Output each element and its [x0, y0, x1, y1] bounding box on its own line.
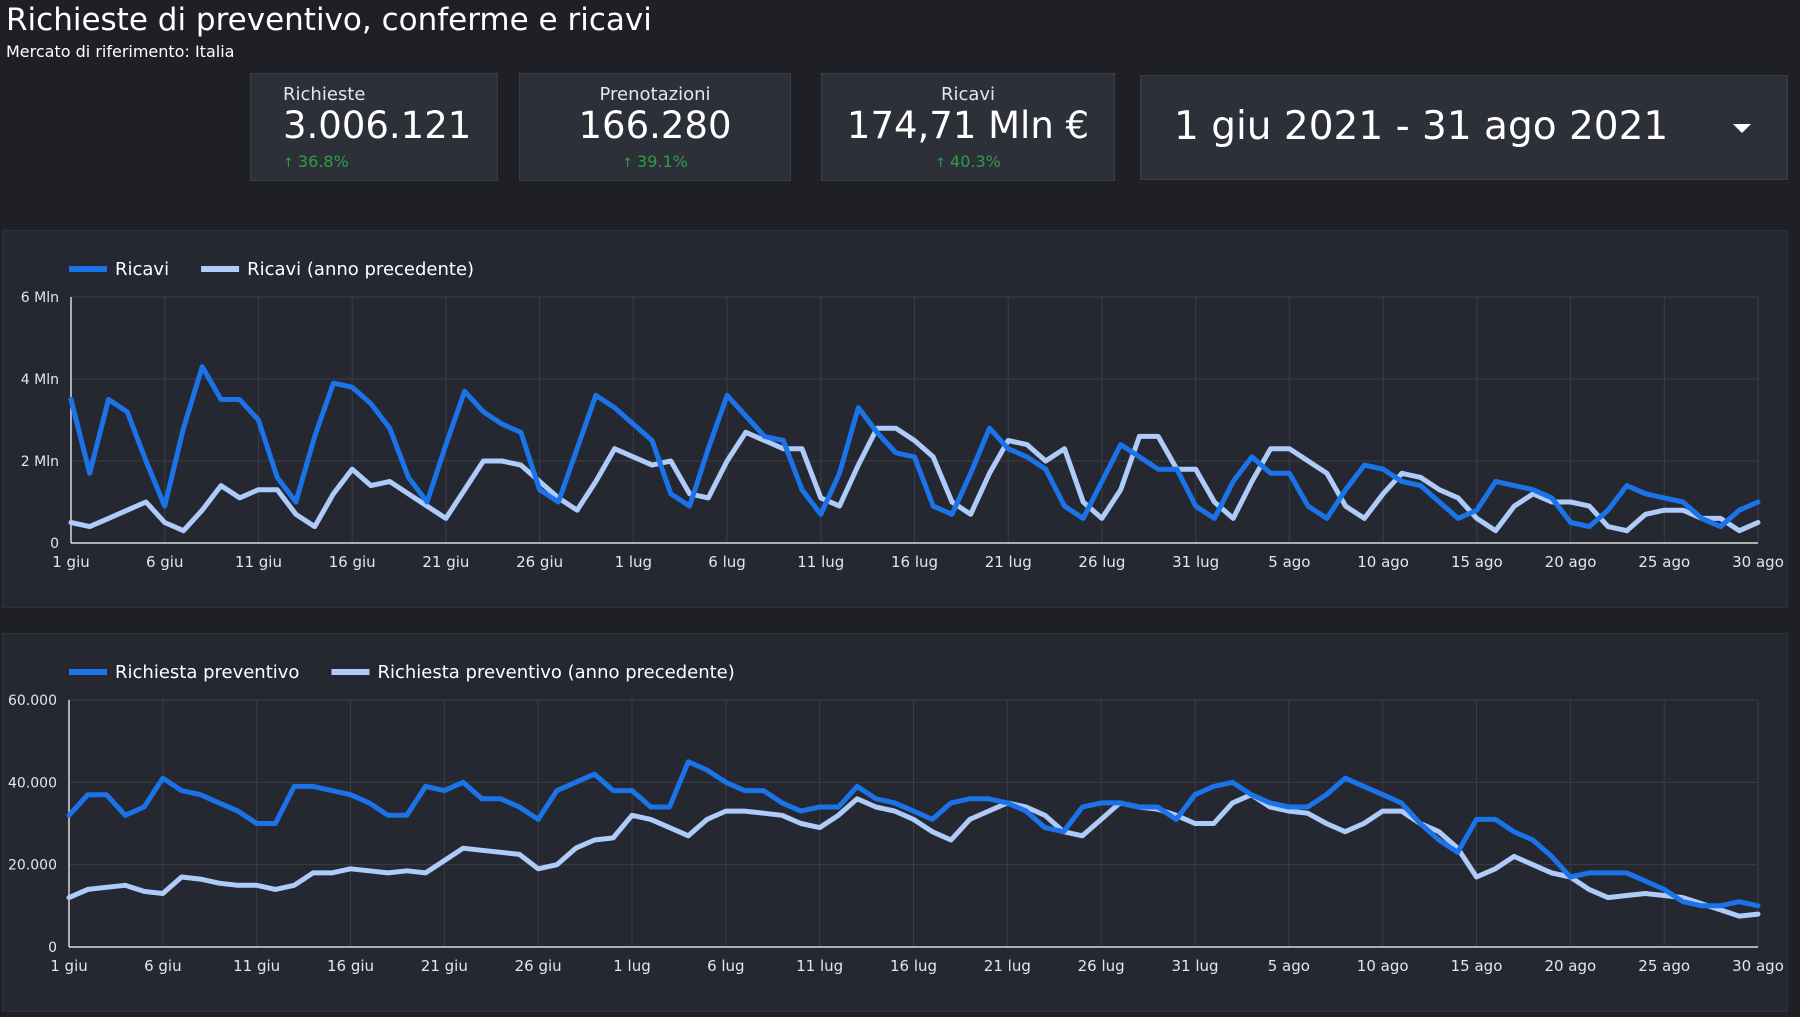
arrow-up-icon: ↑	[622, 156, 634, 171]
y-tick-label: 6 Mln	[21, 290, 59, 306]
x-tick-label: 1 giu	[52, 553, 90, 571]
x-tick-label: 20 ago	[1545, 553, 1597, 571]
kpi-delta-value: 40.3%	[950, 152, 1001, 171]
x-tick-label: 11 lug	[796, 957, 843, 975]
x-tick-label: 5 ago	[1268, 957, 1310, 975]
x-tick-label: 11 lug	[797, 553, 844, 571]
x-tick-label: 11 giu	[235, 553, 282, 571]
x-tick-label: 15 ago	[1451, 957, 1503, 975]
kpi-label: Prenotazioni	[599, 84, 711, 105]
chart-ricavi: 0 2 Mln 4 Mln 6 Mln 1 giu 6 giu 11 giu 16 giu 21…	[21, 259, 1784, 571]
legend-label[interactable]: Richiesta preventivo	[115, 662, 299, 683]
kpi-delta: ↑ 36.8%	[283, 152, 349, 171]
legend-label[interactable]: Ricavi	[115, 259, 169, 280]
series-line-current[interactable]	[66, 759, 1761, 909]
kpi-card-prenotazioni[interactable]: Prenotazioni 166.280 ↑ 39.1%	[519, 73, 791, 181]
x-tick-label: 25 ago	[1638, 553, 1690, 571]
x-tick-label: 21 lug	[984, 957, 1031, 975]
legend-label[interactable]: Ricavi (anno precedente)	[247, 259, 474, 280]
x-tick-label: 31 lug	[1172, 553, 1219, 571]
x-tick-label: 1 lug	[615, 553, 653, 571]
x-tick-label: 16 lug	[891, 553, 938, 571]
kpi-label: Richieste	[283, 84, 366, 105]
kpi-label: Ricavi	[940, 84, 996, 105]
x-tick-label: 6 lug	[707, 957, 745, 975]
x-tick-label: 20 ago	[1544, 957, 1596, 975]
y-tick-label: 60.000	[8, 693, 57, 709]
x-tick-label: 5 ago	[1268, 553, 1310, 571]
x-tick-label: 11 giu	[233, 957, 280, 975]
x-tick-label: 26 lug	[1078, 957, 1125, 975]
x-tick-label: 25 ago	[1638, 957, 1690, 975]
y-tick-label: 20.000	[8, 858, 57, 874]
kpi-value: 174,71 Mln €	[846, 104, 1090, 147]
x-tick-label: 6 giu	[144, 957, 182, 975]
series-line-current[interactable]	[68, 364, 1761, 530]
chart-richieste-preventivo: 0 20.000 40.000 60.000 1 giu 6 giu 11 giu 16 gi…	[8, 662, 1784, 975]
kpi-card-richieste[interactable]: Richieste 3.006.121 ↑ 36.8%	[250, 73, 498, 181]
series-line-previous[interactable]	[66, 792, 1761, 919]
x-tick-label: 21 giu	[422, 553, 469, 571]
kpi-delta-value: 39.1%	[637, 152, 688, 171]
page-title: Richieste di preventivo, conferme e rica…	[6, 2, 652, 38]
kpi-value: 166.280	[578, 104, 732, 147]
x-tick-label: 16 giu	[329, 553, 376, 571]
date-range-picker[interactable]: 1 giu 2021 - 31 ago 2021	[1140, 75, 1788, 180]
x-tick-label: 26 giu	[515, 957, 562, 975]
arrow-up-icon: ↑	[283, 156, 294, 171]
y-tick-label: 0	[50, 536, 59, 552]
x-tick-label: 31 lug	[1171, 957, 1218, 975]
date-range-label: 1 giu 2021 - 31 ago 2021	[1174, 104, 1669, 149]
y-tick-label: 40.000	[8, 775, 57, 791]
arrow-up-icon: ↑	[935, 156, 947, 171]
chart-panel-richieste: 0 20.000 40.000 60.000 1 giu 6 giu 11 giu 16 gi…	[2, 633, 1788, 1012]
chevron-down-icon[interactable]	[1733, 124, 1751, 133]
x-tick-label: 16 lug	[890, 957, 937, 975]
x-tick-label: 15 ago	[1451, 553, 1503, 571]
kpi-delta: ↑ 40.3%	[822, 152, 1114, 171]
chart-panel-ricavi: 0 2 Mln 4 Mln 6 Mln 1 giu 6 giu 11 giu 16 giu 21…	[2, 230, 1788, 608]
x-tick-label: 6 lug	[708, 553, 746, 571]
x-tick-label: 26 lug	[1078, 553, 1125, 571]
kpi-card-ricavi[interactable]: Ricavi 174,71 Mln € ↑ 40.3%	[821, 73, 1115, 181]
y-tick-label: 0	[48, 940, 57, 956]
y-tick-label: 4 Mln	[21, 372, 59, 388]
kpi-delta: ↑ 39.1%	[520, 152, 790, 171]
x-tick-label: 6 giu	[146, 553, 184, 571]
legend-label[interactable]: Richiesta preventivo (anno precedente)	[377, 662, 734, 683]
kpi-value: 3.006.121	[283, 104, 472, 147]
x-tick-label: 1 lug	[613, 957, 651, 975]
x-tick-label: 10 ago	[1357, 553, 1409, 571]
x-tick-label: 30 ago	[1732, 553, 1784, 571]
series-line-previous[interactable]	[68, 425, 1761, 534]
x-tick-label: 10 ago	[1357, 957, 1409, 975]
y-tick-label: 2 Mln	[21, 454, 59, 470]
kpi-delta-value: 36.8%	[297, 152, 349, 171]
x-tick-label: 30 ago	[1732, 957, 1784, 975]
x-tick-label: 26 giu	[516, 553, 563, 571]
x-tick-label: 1 giu	[50, 957, 88, 975]
x-tick-label: 21 lug	[985, 553, 1032, 571]
x-tick-label: 21 giu	[421, 957, 468, 975]
page-subtitle: Mercato di riferimento: Italia	[6, 42, 235, 61]
x-tick-label: 16 giu	[327, 957, 374, 975]
